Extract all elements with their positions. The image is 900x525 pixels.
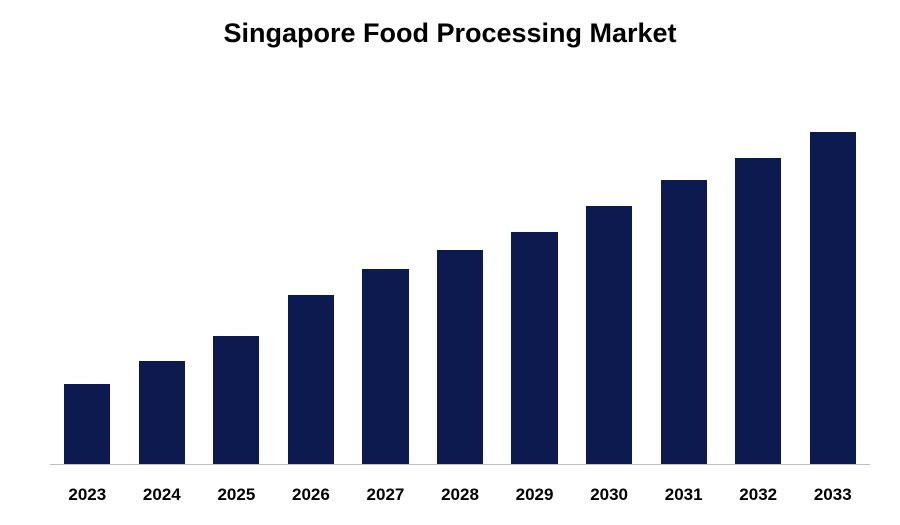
- bar-slot: [497, 95, 572, 465]
- x-axis-labels: 2023202420252026202720282029203020312032…: [50, 485, 870, 505]
- chart-title: Singapore Food Processing Market: [0, 18, 900, 49]
- bar: [64, 384, 110, 465]
- bar: [213, 336, 259, 466]
- bar: [735, 158, 781, 465]
- bar-slot: [50, 95, 125, 465]
- x-axis-label: 2025: [199, 485, 274, 505]
- x-axis-label: 2027: [348, 485, 423, 505]
- bar-slot: [646, 95, 721, 465]
- bar: [437, 250, 483, 465]
- bar: [661, 180, 707, 465]
- bar-slot: [721, 95, 796, 465]
- bar: [511, 232, 557, 465]
- x-axis-label: 2029: [497, 485, 572, 505]
- x-axis-label: 2026: [274, 485, 349, 505]
- x-axis-label: 2024: [125, 485, 200, 505]
- x-axis-label: 2030: [572, 485, 647, 505]
- bar-slot: [199, 95, 274, 465]
- bar-slot: [572, 95, 647, 465]
- x-axis-baseline: [50, 464, 870, 465]
- bar: [288, 295, 334, 465]
- bar-slot: [348, 95, 423, 465]
- bars-container: [50, 95, 870, 465]
- bar: [139, 361, 185, 465]
- plot-area: [50, 95, 870, 465]
- x-axis-label: 2031: [646, 485, 721, 505]
- bar-slot: [423, 95, 498, 465]
- x-axis-label: 2032: [721, 485, 796, 505]
- bar: [810, 132, 856, 465]
- x-axis-label: 2023: [50, 485, 125, 505]
- bar-slot: [274, 95, 349, 465]
- x-axis-label: 2028: [423, 485, 498, 505]
- bar-slot: [125, 95, 200, 465]
- bar: [586, 206, 632, 465]
- bar: [362, 269, 408, 465]
- bar-slot: [795, 95, 870, 465]
- x-axis-label: 2033: [795, 485, 870, 505]
